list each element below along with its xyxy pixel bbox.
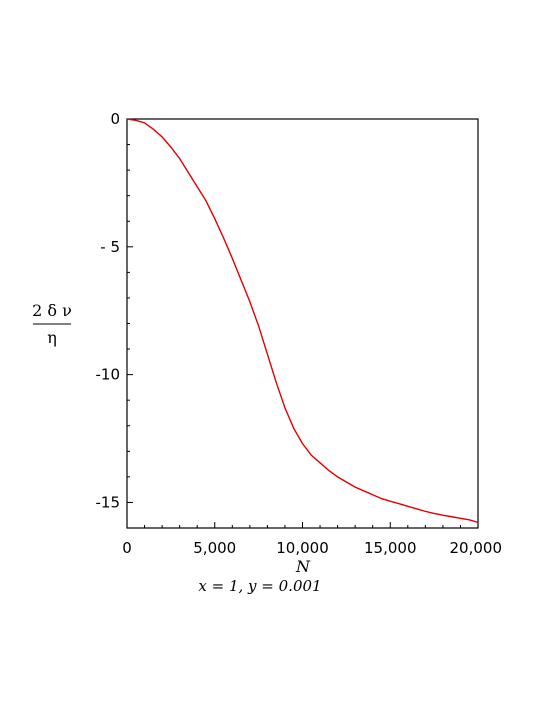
y-axis-title-numerator: 2 δ ν xyxy=(32,301,72,320)
y-axis-title-denominator: η xyxy=(47,328,57,347)
x-tick-label: 0 xyxy=(122,539,132,557)
y-axis-ticks: 0 - 5 -10 -15 xyxy=(96,110,133,529)
x-tick-label: 10,000 xyxy=(276,539,329,557)
x-tick-label: 15,000 xyxy=(364,539,417,557)
series-line xyxy=(126,118,479,524)
y-tick-label: -10 xyxy=(96,366,121,384)
y-axis-title: 2 δ ν η xyxy=(32,301,72,347)
y-tick-label: 0 xyxy=(110,110,120,128)
y-tick-label: - 5 xyxy=(100,238,120,256)
chart-caption: x = 1, y = 0.001 xyxy=(198,577,321,595)
x-axis-title: N xyxy=(295,557,311,576)
plot-frame xyxy=(126,118,479,529)
x-tick-label: 5,000 xyxy=(193,539,236,557)
y-tick-label: -15 xyxy=(96,493,121,511)
x-axis-ticks: 0 5,000 10,000 15,000 20,000 xyxy=(122,522,502,557)
x-tick-label: 20,000 xyxy=(450,539,503,557)
